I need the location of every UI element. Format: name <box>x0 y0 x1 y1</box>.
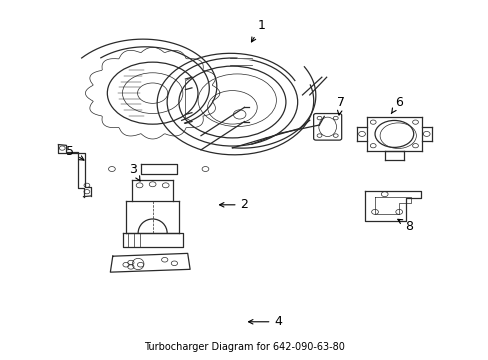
Polygon shape <box>237 57 251 59</box>
Text: 3: 3 <box>129 163 140 181</box>
Text: 2: 2 <box>219 198 248 211</box>
Text: 5: 5 <box>66 145 84 160</box>
Text: 1: 1 <box>251 19 265 42</box>
Text: 6: 6 <box>390 95 402 114</box>
Text: 7: 7 <box>337 95 345 115</box>
Text: 8: 8 <box>397 219 412 233</box>
Text: 4: 4 <box>248 315 282 328</box>
Text: Turbocharger Diagram for 642-090-63-80: Turbocharger Diagram for 642-090-63-80 <box>144 342 344 352</box>
